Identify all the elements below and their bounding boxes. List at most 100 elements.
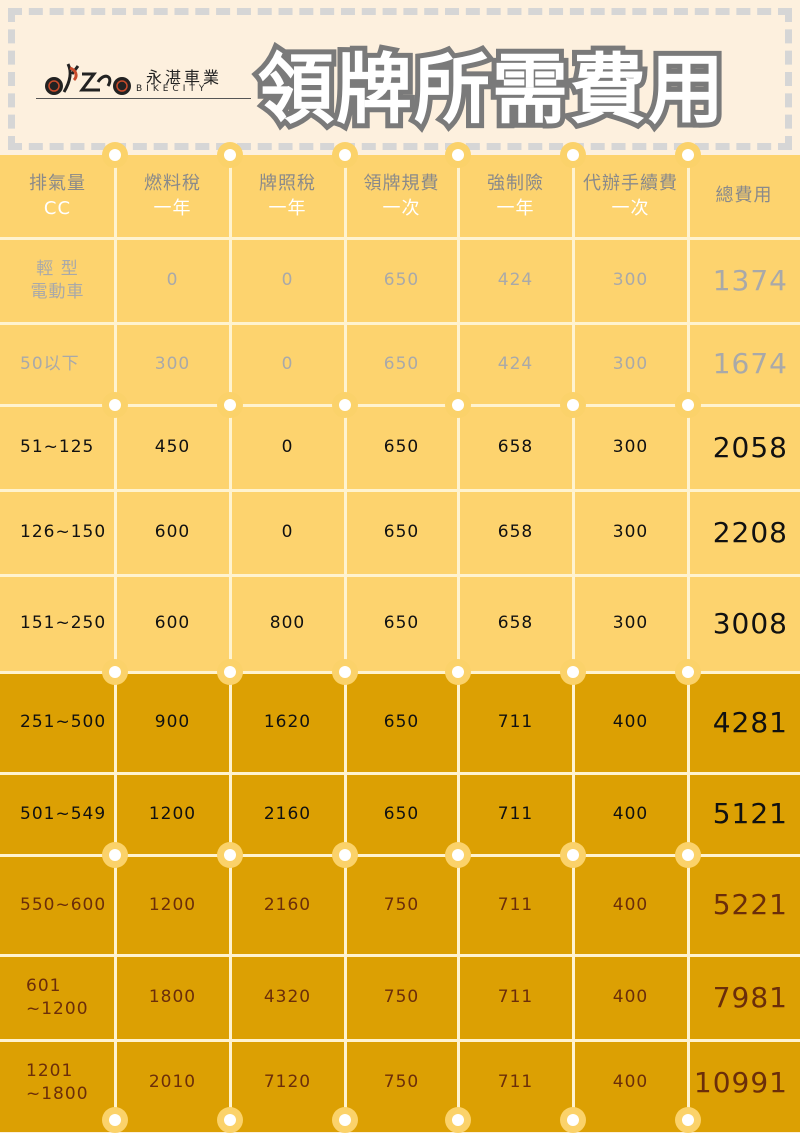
ring-dot-icon: [675, 842, 701, 868]
table-cell-service: 300: [612, 613, 649, 634]
header-label: 領牌規費: [363, 173, 440, 195]
table-cell-cc: 151~250: [20, 613, 107, 634]
table-cell-fuel: 1200: [148, 803, 197, 824]
table-cell-plate: 0: [281, 270, 294, 291]
table-cell-fuel: 900: [154, 712, 191, 733]
header-label: 代辦手續費: [583, 173, 678, 195]
table-cell-cc: 51~125: [20, 437, 95, 458]
table-cell-fuel: 450: [154, 437, 191, 458]
table-cell-service: 300: [612, 270, 649, 291]
table-cell-plate: 2160: [263, 803, 312, 824]
table-cell-fuel: 1800: [148, 987, 197, 1008]
table-cell-license: 750: [383, 894, 420, 915]
header-sub: 一次: [382, 197, 421, 219]
brand-name-zh: 永湛車業: [146, 68, 223, 87]
table-cell-cc: 251~500: [20, 712, 107, 733]
header-sub: CC: [43, 197, 72, 219]
table-cell-plate: 0: [281, 437, 294, 458]
header-cell: 代辦手續費 一次: [573, 155, 688, 238]
ring-dot-icon: [217, 659, 243, 685]
column-divider: [344, 155, 347, 1125]
table-cell-insurance: 658: [497, 437, 534, 458]
header-label: 排氣量: [29, 173, 86, 195]
header-sub: 一次: [611, 197, 650, 219]
ring-dot-icon: [560, 659, 586, 685]
table-cell-service: 400: [612, 803, 649, 824]
column-divider: [229, 155, 232, 1125]
header-cell: 強制險 一年: [458, 155, 573, 238]
table-cell-license: 650: [383, 613, 420, 634]
row-divider: [0, 772, 800, 775]
table-cell-service: 300: [612, 437, 649, 458]
row-divider: [0, 854, 800, 857]
dark-band: [0, 672, 800, 1132]
table-cell-insurance: 424: [497, 270, 534, 291]
ring-dot-icon: [675, 142, 701, 168]
total-fee-cell: 1374: [712, 263, 788, 297]
table-cell-fuel: 0: [166, 270, 179, 291]
total-fee-cell: 10991: [693, 1065, 788, 1099]
table-cell-plate: 7120: [263, 1072, 312, 1093]
table-cell-service: 400: [612, 987, 649, 1008]
row-divider: [0, 489, 800, 492]
table-cell-service: 300: [612, 353, 649, 374]
column-divider: [114, 155, 117, 1125]
table-cell-insurance: 711: [497, 987, 534, 1008]
ring-dot-icon: [445, 1107, 471, 1133]
ring-dot-icon: [560, 142, 586, 168]
header-label: 總費用: [715, 185, 773, 207]
table-cell-cc: 550~600: [20, 894, 107, 915]
ring-dot-icon: [560, 1107, 586, 1133]
light-band: [0, 155, 800, 672]
table-cell-license: 650: [383, 437, 420, 458]
table-cell-fuel: 600: [154, 522, 191, 543]
table-cell-license: 650: [383, 803, 420, 824]
ring-dot-icon: [217, 1107, 243, 1133]
row-divider: [0, 322, 800, 325]
table-cell-plate: 1620: [263, 712, 312, 733]
ring-dot-icon: [102, 142, 128, 168]
table-cell-insurance: 711: [497, 894, 534, 915]
table-cell-cc: 輕 型 電動車: [30, 258, 85, 302]
total-fee-cell: 7981: [712, 980, 788, 1014]
table-cell-plate: 800: [269, 613, 306, 634]
table-cell-license: 650: [383, 522, 420, 543]
ring-dot-icon: [332, 842, 358, 868]
table-cell-service: 400: [612, 712, 649, 733]
ring-dot-icon: [445, 842, 471, 868]
ring-dot-icon: [102, 392, 128, 418]
table-cell-service: 400: [612, 1072, 649, 1093]
table-cell-service: 300: [612, 522, 649, 543]
row-divider: [0, 671, 800, 674]
table-cell-license: 650: [383, 270, 420, 291]
brand-name-en: BIKECITY: [136, 84, 209, 94]
brand-logo: 永湛車業 BIKECITY: [36, 62, 251, 102]
column-divider: [687, 155, 690, 1125]
table-cell-insurance: 711: [497, 712, 534, 733]
ring-dot-icon: [332, 142, 358, 168]
total-fee-cell: 2208: [712, 515, 788, 549]
table-cell-plate: 0: [281, 522, 294, 543]
row-divider: [0, 574, 800, 577]
header-label: 強制險: [487, 173, 544, 195]
ring-dot-icon: [675, 659, 701, 685]
ring-dot-icon: [332, 659, 358, 685]
total-fee-cell: 3008: [712, 606, 788, 640]
row-divider: [0, 404, 800, 407]
table-cell-insurance: 658: [497, 613, 534, 634]
table-cell-license: 650: [383, 712, 420, 733]
table-cell-insurance: 711: [497, 1072, 534, 1093]
column-divider: [572, 155, 575, 1125]
ring-dot-icon: [332, 392, 358, 418]
ring-dot-icon: [445, 142, 471, 168]
total-fee-cell: 1674: [712, 347, 788, 381]
header-cell: 燃料稅 一年: [115, 155, 230, 238]
table-cell-license: 750: [383, 987, 420, 1008]
header-sub: 一年: [268, 197, 307, 219]
table-cell-insurance: 424: [497, 353, 534, 374]
ring-dot-icon: [675, 392, 701, 418]
table-cell-license: 650: [383, 353, 420, 374]
ring-dot-icon: [675, 1107, 701, 1133]
header-sub: 一年: [153, 197, 192, 219]
table-cell-plate: 0: [281, 353, 294, 374]
